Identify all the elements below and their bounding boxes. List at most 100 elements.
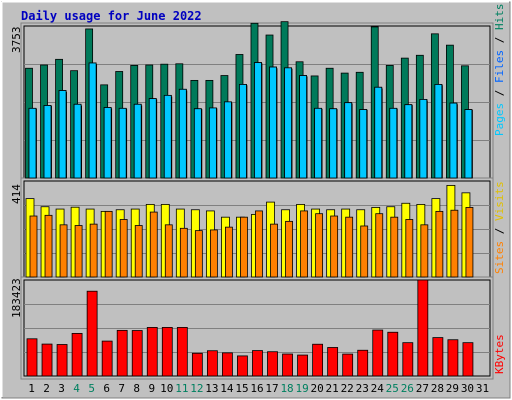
x-tick-label: 8: [133, 382, 140, 395]
sites-bar: [420, 224, 429, 278]
legend-files: Files: [493, 50, 506, 83]
legend-sep-1: /: [493, 83, 506, 103]
x-tick-label: 30: [461, 382, 474, 395]
kbytes-bar: [86, 290, 98, 377]
kbytes-bar: [252, 350, 263, 377]
x-axis-labels: 1 2 3 4 5 6 7 8 9 10 11 12 13 14 15 16 17 18 19 20 21 22 23 24 2…: [28, 382, 489, 395]
kbytes-bar: [161, 327, 173, 377]
files-bar-face: [103, 107, 112, 179]
kbytes-bar: [101, 340, 113, 377]
files-bar-face: [329, 108, 338, 179]
sites-bar: [225, 226, 233, 278]
x-tick-label: 20: [311, 382, 324, 395]
x-tick-label: 12: [190, 382, 203, 395]
x-tick-label: 27: [416, 382, 429, 395]
kbytes-bar: [146, 327, 158, 377]
kbytes-bar: [237, 355, 248, 377]
x-tick-label: 10: [160, 382, 173, 395]
kbytes-bar: [282, 353, 293, 377]
files-bar-face: [193, 108, 202, 179]
files-bar-face: [118, 107, 127, 179]
files-bar-face: [178, 88, 187, 179]
sites-bar: [240, 216, 248, 278]
files-bar-face: [58, 90, 67, 179]
sites-bar: [134, 225, 143, 278]
files-bar-face: [254, 62, 262, 179]
kbytes-bar: [462, 342, 474, 377]
x-tick-label: 31: [476, 382, 489, 395]
kbytes-bar: [312, 343, 324, 377]
kbytes-bar: [402, 342, 414, 377]
legend-sep-3: /: [493, 221, 506, 241]
kbytes-bar: [372, 329, 384, 377]
files-bar-face: [73, 103, 82, 179]
files-bar-face: [269, 66, 277, 179]
sites-bar: [104, 210, 113, 278]
sites-bar: [89, 223, 98, 278]
sites-bar: [465, 207, 474, 278]
x-tick-label: 26: [401, 382, 414, 395]
kbytes-bar: [222, 352, 233, 377]
files-bar-face: [88, 62, 97, 179]
files-bar-face: [299, 75, 307, 179]
files-bar-face: [163, 94, 172, 179]
kbytes-bar: [417, 279, 429, 377]
kbytes-bar: [41, 343, 53, 377]
chart-title: Daily usage for June 2022: [21, 9, 202, 23]
sites-bar: [315, 213, 324, 278]
x-tick-label: 6: [103, 382, 110, 395]
kbytes-bar: [267, 351, 278, 377]
sites-bar: [270, 223, 278, 278]
x-tick-label: 21: [326, 382, 339, 395]
files-bar-face: [389, 107, 398, 179]
files-bar-face: [284, 67, 292, 179]
kbytes-bar: [447, 339, 459, 377]
sites-bar: [44, 214, 53, 278]
files-bar-face: [148, 98, 157, 179]
x-tick-label: 11: [175, 382, 188, 395]
kbytes-bar: [342, 353, 354, 377]
x-tick-label: 18: [280, 382, 293, 395]
files-bar-face: [314, 107, 323, 179]
kbytes-bar: [432, 337, 444, 377]
sites-bar: [345, 216, 354, 278]
kbytes-bar: [206, 350, 218, 377]
sites-bar: [360, 225, 369, 278]
files-bar-face: [464, 109, 473, 179]
sites-bar: [450, 209, 459, 278]
sites-bar: [149, 211, 158, 278]
sites-bar: [300, 210, 308, 278]
legend-top: Pages / Files / Hits: [493, 4, 506, 137]
kbytes-bar: [176, 327, 188, 377]
files-bar-face: [28, 107, 37, 179]
legend-sep-2: /: [493, 30, 506, 50]
visits-ymax-label: 414: [10, 184, 23, 204]
sites-bar: [179, 227, 188, 278]
x-tick-label: 17: [265, 382, 278, 395]
x-tick-label: 23: [356, 382, 369, 395]
sites-bar: [405, 219, 414, 278]
x-tick-label: 25: [386, 382, 399, 395]
legend-bottom: KBytes: [493, 334, 506, 374]
kbytes-bar: [116, 329, 128, 377]
sites-bar: [209, 229, 218, 278]
x-tick-label: 22: [341, 382, 354, 395]
x-tick-label: 7: [118, 382, 125, 395]
kbytes-bar: [387, 331, 399, 377]
x-tick-label: 1: [28, 382, 35, 395]
files-bar-face: [224, 101, 232, 179]
files-bar-face: [43, 105, 52, 179]
files-bar-face: [208, 107, 217, 179]
sites-bar: [194, 230, 203, 278]
kbytes-bar: [26, 338, 38, 377]
x-tick-label: 13: [205, 382, 218, 395]
x-tick-label: 16: [250, 382, 263, 395]
kbytes-ymax-label: 183423: [10, 278, 23, 318]
files-bar-face: [374, 86, 383, 179]
sites-bar: [330, 215, 339, 278]
legend-kbytes: KBytes: [493, 334, 506, 374]
sites-bar: [74, 225, 83, 278]
x-tick-label: 4: [73, 382, 80, 395]
sites-bar: [29, 215, 38, 278]
